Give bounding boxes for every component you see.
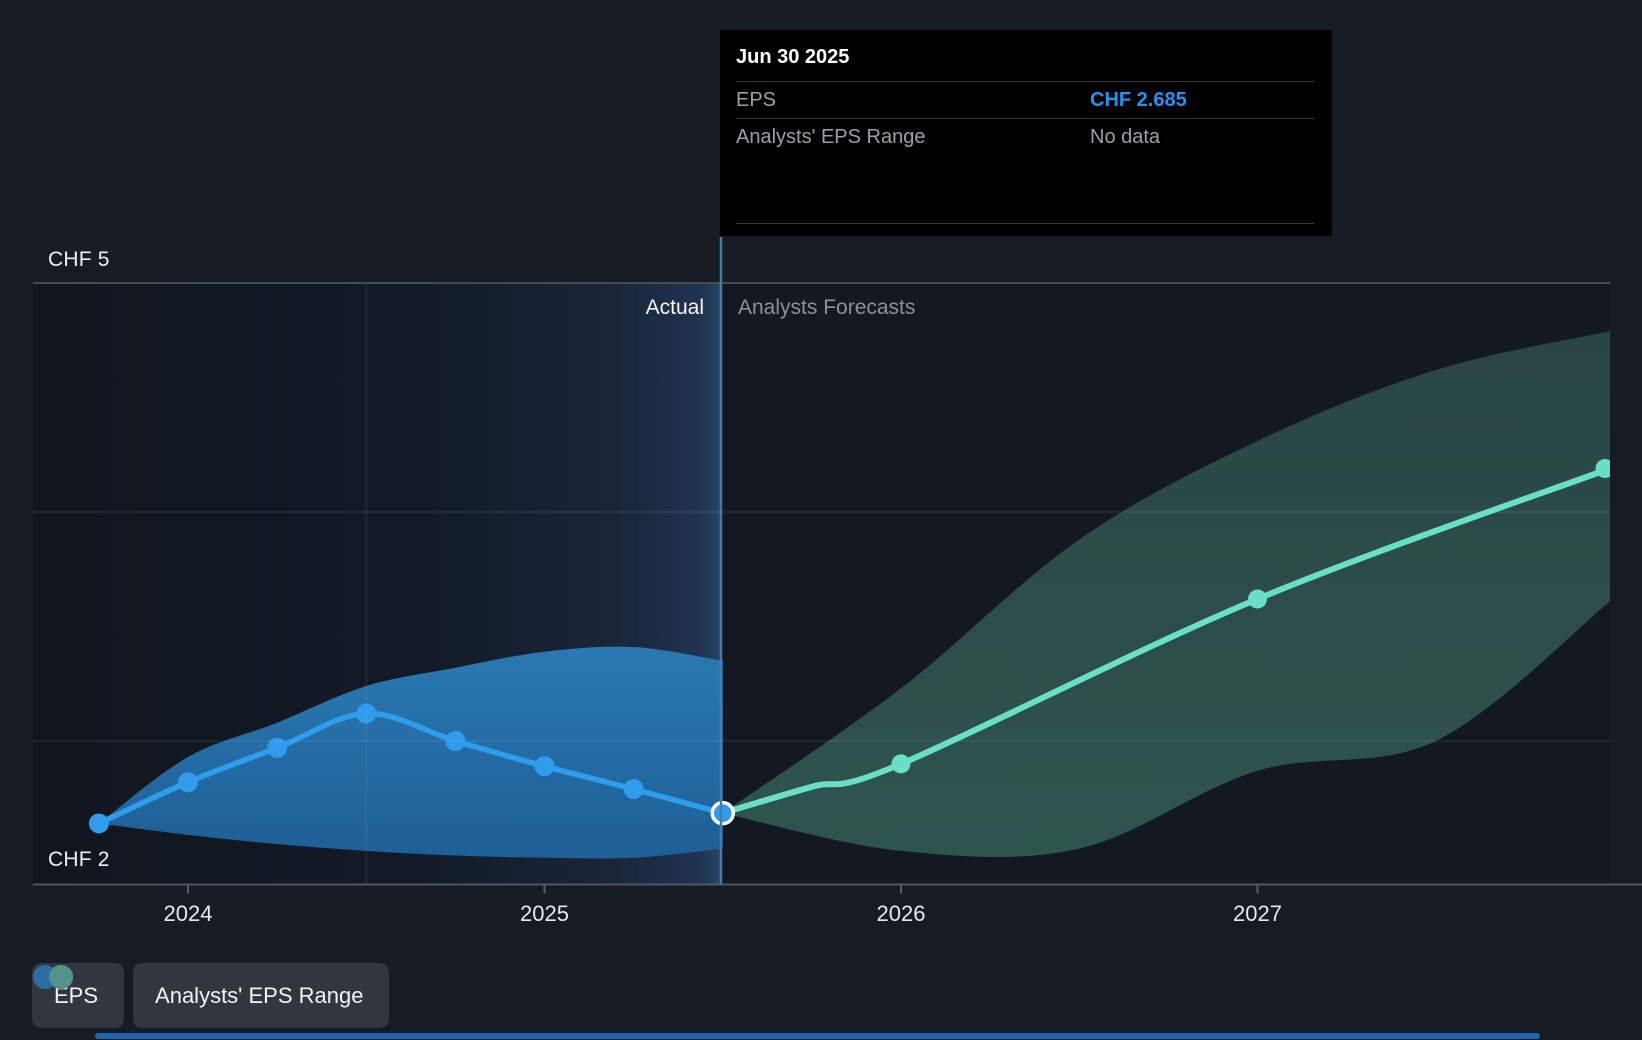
tooltip-range-row: Analysts' EPS Range No data [736, 118, 1314, 155]
y-axis-label-bottom: CHF 2 [48, 848, 110, 871]
x-axis-year-label: 2024 [163, 901, 213, 926]
y-axis-label-top: CHF 5 [48, 248, 110, 271]
forecast-section-label: Analysts Forecasts [738, 296, 916, 319]
tooltip-eps-label: EPS [736, 88, 777, 111]
chart-legend: EPS Analysts' EPS Range [32, 963, 390, 1028]
chart-tooltip: Jun 30 2025 EPS CHF 2.685 Analysts' EPS … [720, 30, 1332, 236]
x-axis-year-label: 2026 [876, 901, 926, 926]
analysts-range-legend-dots-icon [33, 965, 73, 989]
eps-data-point[interactable] [267, 737, 288, 758]
x-axis-year-label: 2027 [1233, 901, 1282, 926]
actual-eps-range-band [98, 646, 723, 859]
tooltip-range-value: No data [1090, 125, 1161, 148]
tooltip-eps-row: EPS CHF 2.685 [736, 81, 1314, 118]
forecast-data-point[interactable] [1595, 458, 1615, 478]
forecast-data-point[interactable] [891, 754, 911, 774]
actual-section-label: Actual [645, 296, 704, 319]
tooltip-range-label: Analysts' EPS Range [736, 125, 926, 148]
eps-data-point[interactable] [178, 772, 198, 793]
bottom-scrollbar[interactable] [95, 1033, 1540, 1039]
analysts-eps-range-band [722, 331, 1610, 858]
eps-data-point[interactable] [356, 703, 377, 724]
tooltip-eps-value: CHF 2.685 [1090, 88, 1187, 111]
eps-data-point[interactable] [534, 756, 555, 777]
forecast-data-point[interactable] [1248, 589, 1267, 609]
legend-analysts-range-label: Analysts' EPS Range [155, 982, 364, 1008]
eps-data-point[interactable] [623, 779, 644, 800]
eps-data-point[interactable] [445, 731, 466, 751]
eps-data-point[interactable] [88, 813, 109, 834]
hovered-transition-point[interactable] [710, 800, 735, 826]
legend-chip-analysts-range[interactable]: Analysts' EPS Range [33, 963, 390, 1028]
tooltip-date: Jun 30 2025 [736, 46, 850, 68]
x-axis-year-label: 2025 [520, 901, 569, 926]
forecast-eps-line [719, 465, 1610, 817]
tooltip-bottom-rule [736, 223, 1314, 224]
